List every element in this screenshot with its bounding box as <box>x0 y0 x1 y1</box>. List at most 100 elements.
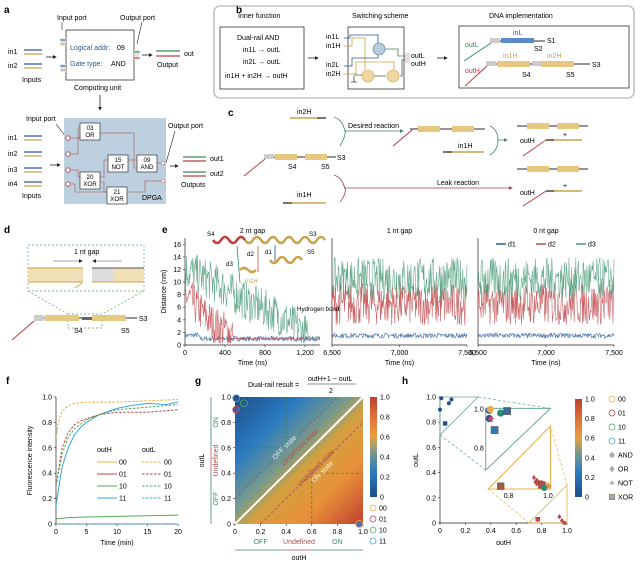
c-plus-bottom: + <box>563 183 567 190</box>
y-tick-label: 0 <box>48 522 52 529</box>
legend-marker-11 <box>608 437 616 445</box>
gate-type-value: AND <box>111 61 126 68</box>
colorbar-tick-label: 0.6 <box>585 436 595 443</box>
series-d1 <box>478 331 615 340</box>
x-tick-label: 0.8 <box>537 528 547 535</box>
marker-circle <box>486 405 494 413</box>
legend-label-outH-00: 00 <box>119 460 127 467</box>
legend-label-outL-01: 01 <box>164 472 172 479</box>
legend-marker-00 <box>369 504 377 512</box>
series-outL-01 <box>55 409 179 486</box>
marker-square <box>490 426 499 434</box>
switching-scheme-title: Switching scheme <box>352 13 409 20</box>
x-tick-label: 0.4 <box>486 528 496 535</box>
x-tick-label: 10 <box>113 529 121 536</box>
legend-label-AND: AND <box>618 453 633 460</box>
colorbar <box>370 397 377 497</box>
marker-diamond <box>531 475 536 481</box>
colorbar-tick-label: 1.0 <box>585 397 595 404</box>
panel-label-c: c <box>228 108 234 119</box>
marker-square <box>497 482 505 490</box>
series-outH-10 <box>55 514 179 520</box>
output-port-pointer <box>136 21 143 45</box>
y-axis-label: Fluorescence intensity <box>27 425 34 495</box>
d-gap-label: 1 nt gap <box>74 249 99 256</box>
dna-S5: S5 <box>566 72 575 79</box>
panel-f: f 0 0.2 0.4 0.6 0.8 1.0 0 5 10 15 20 Time (min) Fluo… <box>6 376 182 547</box>
c-in2H: in2H <box>297 109 311 116</box>
c-outH-bottom: outH <box>520 190 535 197</box>
x-tick-label: 1,200 <box>296 350 314 357</box>
series-d3 <box>477 257 615 301</box>
marker-star <box>486 414 495 423</box>
panel-e: e 2 nt gap 0 400 800 1,200 Time (ns) 0 2 4 6 8 10 12… <box>161 225 623 367</box>
panel-label-a: a <box>4 5 10 16</box>
x-tick-label: 0.4 <box>281 529 291 536</box>
point-11 <box>232 394 241 403</box>
computing-unit-box <box>65 29 135 81</box>
gate-type: AND <box>140 164 154 171</box>
legend-marker-10 <box>608 423 616 431</box>
switch-outL: outL <box>411 53 425 60</box>
panel-c: c in2H Desired reaction S3 S4 S5 Leak re… <box>228 108 588 207</box>
x-tick-label: 800 <box>259 350 271 357</box>
zoom-region-upper <box>439 396 480 436</box>
marker-star <box>609 479 615 486</box>
inset-upper-ytick: 1.0 <box>474 407 484 414</box>
y-tick-label: 0.6 <box>426 445 436 452</box>
y-tick-label: 14 <box>173 254 181 261</box>
point-10 <box>240 399 248 408</box>
dpga-outputs-label: Outputs <box>181 182 206 189</box>
colorbar-tick-label: 1.0 <box>380 395 390 402</box>
x-axis-label: outH <box>292 555 307 562</box>
inputs-label: Inputs <box>22 77 42 84</box>
marker-star <box>544 481 549 486</box>
series-d3 <box>331 256 468 301</box>
c-S5: S5 <box>321 164 330 171</box>
gate-type: XOR <box>110 196 124 203</box>
legend-title-outL: outL <box>142 447 156 454</box>
dna-outL: outL <box>465 42 479 49</box>
gate-type: NOT <box>111 164 124 171</box>
panel-b: b Inner function Switching scheme DNA im… <box>213 5 635 99</box>
gate-addr: 15 <box>115 157 122 164</box>
marker-circle <box>439 396 444 401</box>
switch-in2L: in2L <box>326 62 339 69</box>
colorbar-tick-label: 0.6 <box>380 435 390 442</box>
dpga-input-in4: in4 <box>8 181 17 188</box>
leak-reaction-label: Leak reaction <box>437 180 479 187</box>
y-axis-label: outL <box>413 453 420 467</box>
chart-title: 2 nt gap <box>240 228 265 235</box>
e-d1: d1 <box>265 249 272 256</box>
zoom-link <box>478 396 551 409</box>
y-tick-label: 1.0 <box>42 395 52 402</box>
c-in1H-bottom: in1H <box>297 192 311 199</box>
y-tick-label: 0.2 <box>426 495 436 502</box>
x-tick-label: 1.0 <box>358 529 368 536</box>
inset-upper-frame <box>485 407 552 472</box>
dna-implementation-title: DNA implementation <box>489 13 553 20</box>
marker-square <box>442 421 448 426</box>
dna-S1: S1 <box>547 38 556 45</box>
legend-marker-10 <box>369 526 377 534</box>
e-in1H: in1H <box>245 278 258 285</box>
x-tick-label: 0 <box>438 528 442 535</box>
legend-marker-01 <box>608 409 616 417</box>
panel-label-e: e <box>162 225 168 236</box>
e-d3: d3 <box>226 261 233 268</box>
colorbar-tick-label: 0 <box>585 495 589 502</box>
x-tick-label: 7,500 <box>458 350 476 357</box>
gate-addr: 03 <box>87 125 94 132</box>
colorbar <box>575 399 582 497</box>
switch-in1L: in1L <box>326 34 339 41</box>
x-tick-label: 5 <box>85 529 89 536</box>
dpga-output-port-label: Output port <box>168 123 203 130</box>
c-plus-top: + <box>563 132 567 139</box>
y-tick-label: 0.4 <box>221 471 231 478</box>
y-tick-label: 12 <box>173 267 181 274</box>
inner-function-title: Inner function <box>238 13 281 20</box>
y-tick-label: 0.2 <box>221 496 231 503</box>
off-region-box <box>235 397 287 449</box>
input-in1: in1 <box>8 49 17 56</box>
marker-circle <box>562 521 567 525</box>
